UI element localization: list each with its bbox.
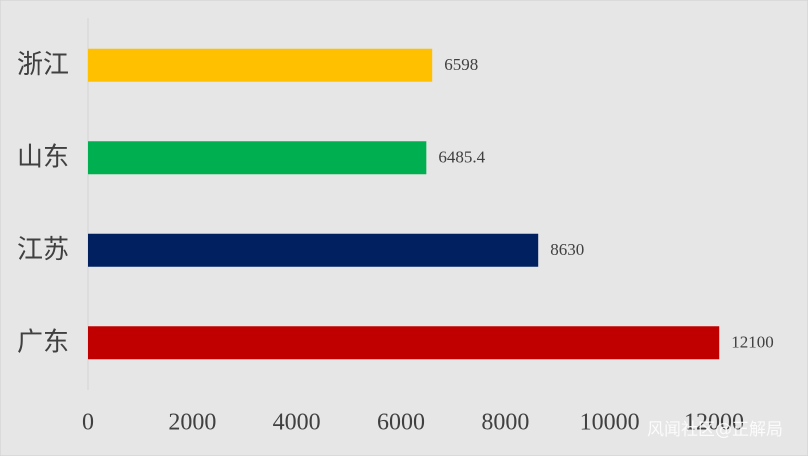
bar [88,233,539,267]
watermark: 风闻社区@正解局 [647,420,783,440]
value-label: 6485.4 [438,148,485,167]
x-tick-label: 10000 [580,410,640,436]
x-tick-label: 0 [82,410,94,436]
y-tick-label: 浙江 [17,50,69,80]
value-label: 12100 [731,333,774,352]
y-tick-label: 广东 [17,327,69,357]
bar [88,141,427,175]
y-tick-label: 山东 [17,142,69,172]
value-label: 8630 [550,240,584,259]
bar [88,326,720,360]
x-tick-label: 6000 [377,410,425,436]
x-tick-label: 12000 [684,410,744,436]
x-tick-label: 2000 [168,410,216,436]
value-label: 6598 [444,55,478,74]
x-tick-label: 4000 [273,410,321,436]
x-tick-label: 8000 [481,410,529,436]
bar [88,48,433,82]
y-tick-label: 江苏 [17,235,69,265]
